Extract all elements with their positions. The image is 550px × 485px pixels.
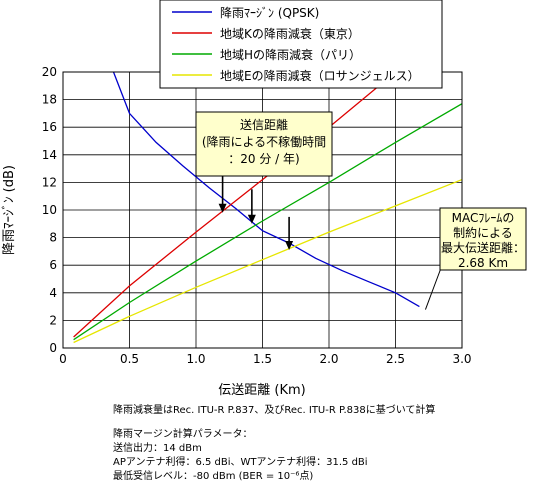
- x-tick-label: 2.5: [386, 352, 405, 366]
- param-antenna-gain: APアンテナ利得：6.5 dBi、WTアンテナ利得：31.5 dBi: [113, 457, 368, 468]
- outage-annotation-line: (降雨による不稼働時間: [202, 134, 326, 149]
- mac-annotation-line: 2.68 Km: [458, 256, 508, 270]
- series-line-0: [112, 72, 420, 308]
- legend-label-2: 地域Hの降雨減衰（パリ）: [220, 47, 361, 62]
- arrow-head-0: [218, 203, 227, 213]
- legend-label-0: 降雨ﾏｰｼﾞﾝ (QPSK): [220, 6, 319, 20]
- legend-label-3: 地域Eの降雨減衰（ロサンジェルス）: [220, 68, 420, 83]
- params-title: 降雨マージン計算パラメータ：: [113, 429, 253, 440]
- y-tick-label: 16: [42, 120, 57, 134]
- x-tick-label: 1.5: [253, 352, 272, 366]
- rain-margin-chart: 0 0.5 1.0 1.5 2.0 2.5 3.0 0 2 4 6 8 10 12 14 16 18 20 伝送距…: [2, 0, 527, 398]
- y-tick-label: 0: [49, 341, 57, 355]
- outage-annotation-line: 送信距離: [240, 117, 288, 132]
- y-tick-label: 2: [49, 313, 57, 327]
- y-tick-label: 18: [42, 93, 57, 107]
- source-note: 降雨減衰量はRec. ITU-R P.837、及びRec. ITU-R P.83…: [113, 405, 436, 416]
- y-tick-label: 12: [42, 175, 57, 189]
- series-line-3: [73, 178, 462, 344]
- mac-annotation-line: MACﾌﾚｰﾑの: [452, 211, 515, 225]
- x-tick-label: 0.5: [120, 352, 139, 366]
- arrow-head-1: [247, 214, 256, 224]
- x-tick-label: 3.0: [452, 352, 471, 366]
- x-tick-label: 0: [59, 352, 67, 366]
- y-tick-label: 14: [42, 148, 57, 162]
- tick-labels: 0 0.5 1.0 1.5 2.0 2.5 3.0 0 2 4 6 8 10 12 14 16 18 20: [42, 65, 472, 366]
- outage-annotation-line: ：20 分 / 年): [228, 152, 299, 166]
- y-tick-label: 10: [42, 203, 57, 217]
- mac-annotation-line: 最大伝送距離：: [441, 240, 525, 255]
- y-tick-label: 6: [49, 258, 57, 272]
- legend: 降雨ﾏｰｼﾞﾝ (QPSK) 地域Kの降雨減衰（東京） 地域Hの降雨減衰（パリ） 地域…: [159, 0, 443, 89]
- calculation-notes: 降雨減衰量はRec. ITU-R P.837、及びRec. ITU-R P.83…: [113, 404, 543, 484]
- legend-label-1: 地域Kの降雨減衰（東京）: [220, 26, 360, 41]
- x-tick-label: 1.0: [186, 352, 205, 366]
- y-tick-label: 20: [42, 65, 57, 79]
- y-axis-label: 降雨ﾏｰｼﾞﾝ (dB): [2, 165, 17, 255]
- x-tick-label: 2.0: [319, 352, 338, 366]
- series-line-2: [73, 103, 462, 341]
- outage-annotation-box: [195, 111, 333, 177]
- x-axis-label: 伝送距離 (Km): [218, 383, 305, 398]
- series-line-1: [73, 72, 399, 338]
- param-tx-power: 送信出力：14 dBm: [113, 443, 202, 454]
- mac-callout-line: [424, 267, 442, 310]
- mac-annotation-box: [439, 207, 527, 271]
- y-tick-label: 4: [49, 286, 57, 300]
- annotations: 送信距離 (降雨による不稼働時間 ：20 分 / 年) MACﾌﾚｰﾑの制約による最大…: [195, 111, 527, 310]
- legend-box: [159, 0, 443, 89]
- param-min-rx-level: 最低受信レベル：-80 dBm (BER = 10⁻⁶点): [113, 471, 314, 482]
- distance-arrows: [218, 175, 294, 251]
- mac-annotation-line: 制約による: [453, 225, 513, 240]
- arrow-head-2: [285, 241, 294, 251]
- y-tick-label: 8: [49, 231, 57, 245]
- series-lines: [73, 72, 462, 344]
